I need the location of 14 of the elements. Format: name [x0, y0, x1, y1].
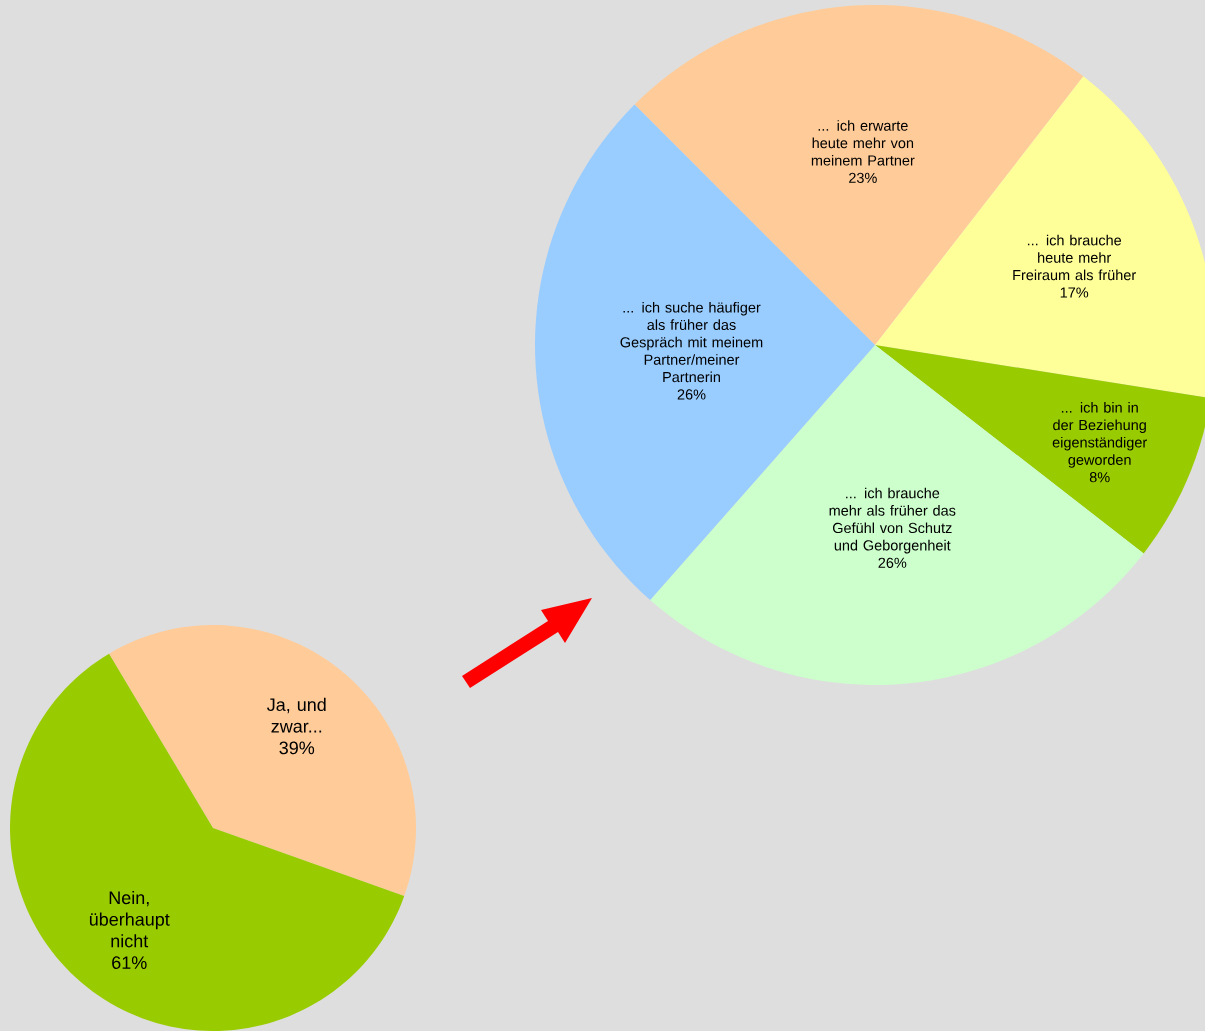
data-label: 23%	[849, 172, 877, 184]
data-label: 17%	[1060, 287, 1089, 298]
slice-label: ... ich brauche mehr als früher das Gefühl von Schutz und Geborgenheit	[829, 487, 956, 554]
slice-label: ... ich brauche heute mehr Freiraum als früher	[1013, 234, 1136, 281]
slice-label: Ja, und zwar...	[267, 697, 326, 733]
data-label: 39%	[279, 741, 315, 755]
slice-label: ... ich bin in der Beziehung eigenständiger geworden	[1052, 402, 1147, 468]
slice-label: ... ich erwarte heute mehr von meinem Partner	[811, 120, 915, 166]
slice-label: ... ich suche häufiger als früher das Gespräch mit meinem Partner/meiner Partnerin	[620, 301, 763, 383]
data-label: 8%	[1089, 472, 1110, 483]
data-label: 26%	[878, 557, 907, 568]
data-label: 26%	[677, 389, 706, 400]
slice-label: Nein, überhaupt nicht	[89, 890, 170, 948]
data-label: 61%	[112, 956, 147, 969]
